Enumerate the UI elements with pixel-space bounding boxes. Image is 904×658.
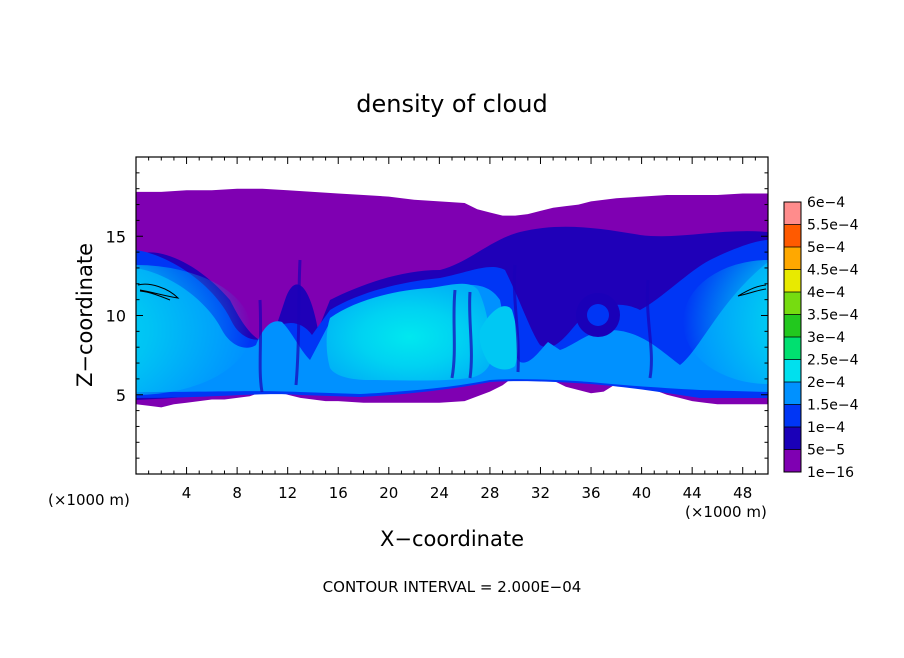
x-tick-label: 36 [581, 484, 600, 502]
colorbar-swatch [784, 202, 801, 225]
x-tick-label: 48 [733, 484, 752, 502]
x-tick-label: 20 [379, 484, 398, 502]
colorbar-label: 5e−4 [807, 240, 845, 256]
colorbar-swatch [784, 315, 801, 338]
y-axis-label: Z−coordinate [73, 243, 97, 387]
colorbar-label: 5.5e−4 [807, 218, 859, 234]
contour-interval-note: CONTOUR INTERVAL = 2.000E−04 [323, 578, 582, 596]
colorbar-label: 5e−5 [807, 443, 845, 459]
colorbar-label: 3.5e−4 [807, 308, 859, 324]
x-tick-label: 24 [430, 484, 449, 502]
colorbar-swatch [784, 292, 801, 315]
colorbar-label: 4e−4 [807, 285, 845, 301]
y-tick-label: 5 [116, 386, 126, 405]
x-tick-label: 12 [278, 484, 297, 502]
colorbar-swatch [784, 337, 801, 360]
colorbar-swatch [784, 360, 801, 383]
colorbar-swatch [784, 427, 801, 450]
colorbar: 1e−16 5e−5 1e−4 1.5e−4 2e−4 2.5e−4 3e−4 3.5e−4 4… [784, 195, 859, 481]
x-tick-label: 4 [182, 484, 192, 502]
colorbar-label: 3e−4 [807, 330, 845, 346]
x-tick-label: 32 [531, 484, 550, 502]
x-tick-label: 40 [632, 484, 651, 502]
colorbar-swatch [784, 450, 801, 473]
colorbar-label: 6e−4 [807, 195, 845, 211]
colorbar-swatch [784, 270, 801, 293]
y-tick-label: 15 [106, 227, 126, 246]
x-unit-left: (×1000 m) [48, 491, 130, 509]
chart-title: density of cloud [356, 90, 547, 118]
colorbar-swatch [784, 225, 801, 248]
colorbar-swatch [784, 405, 801, 428]
x-tick-label: 8 [232, 484, 242, 502]
x-tick-label: 28 [480, 484, 499, 502]
colorbar-swatch [784, 382, 801, 405]
colorbar-label: 2.5e−4 [807, 353, 859, 369]
x-tick-label: 16 [329, 484, 348, 502]
colorbar-label: 1e−16 [807, 465, 854, 481]
colorbar-label: 2e−4 [807, 375, 845, 391]
colorbar-swatch [784, 247, 801, 270]
y-tick-label: 10 [106, 307, 126, 326]
x-unit-right: (×1000 m) [685, 503, 767, 521]
dark-vortex-inner [587, 304, 609, 326]
x-tick-label: 44 [683, 484, 702, 502]
colorbar-label: 4.5e−4 [807, 263, 859, 279]
colorbar-label: 1.5e−4 [807, 398, 859, 414]
x-axis-label: X−coordinate [380, 527, 524, 551]
contour-field [21, 189, 853, 408]
colorbar-label: 1e−4 [807, 420, 845, 436]
